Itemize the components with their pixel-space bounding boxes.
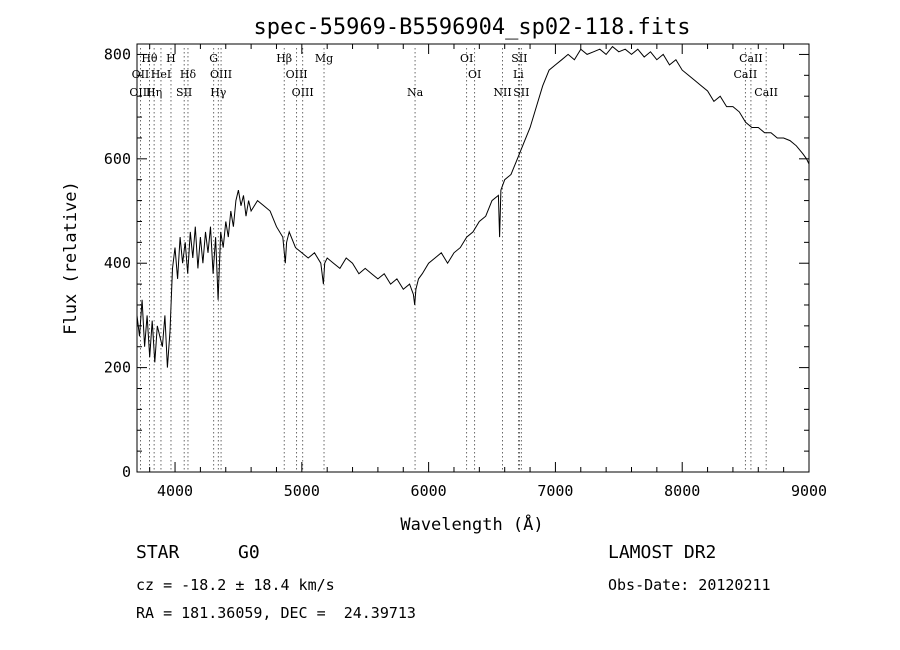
line-label: Hγ	[210, 86, 227, 99]
line-label: Hδ	[180, 68, 197, 81]
y-tick-label: 200	[104, 359, 131, 377]
line-label: SII	[511, 52, 527, 65]
line-label: Mg	[315, 52, 333, 65]
x-tick-label: 8000	[664, 482, 700, 500]
line-label: OIII	[292, 86, 314, 99]
y-tick-label: 800	[104, 45, 131, 63]
line-label: CaII	[734, 68, 758, 81]
line-label: CaII	[754, 86, 778, 99]
flux-series-line	[136, 45, 810, 368]
line-label: H	[166, 52, 176, 65]
object-class: STAR	[136, 542, 180, 563]
line-label: Hθ	[141, 52, 158, 65]
line-markers	[140, 48, 767, 472]
line-label: HeI	[151, 68, 171, 81]
line-label: Li	[513, 68, 524, 81]
x-tick-label: 4000	[157, 482, 193, 500]
x-tick-label: 7000	[537, 482, 573, 500]
y-axis-label: Flux (relative)	[61, 181, 81, 335]
chart-title: spec-55969-B5596904_sp02-118.fits	[253, 15, 690, 40]
line-label: OIII	[210, 68, 232, 81]
line-label: OIII	[129, 86, 151, 99]
x-tick-label: 9000	[791, 482, 827, 500]
line-labels: Hθ OII OIII H HeI Hη Hδ SII G OIII Hγ Hβ OIII OIII Mg N…	[129, 52, 778, 99]
line-label: G	[209, 52, 218, 65]
line-label: SII	[176, 86, 192, 99]
y-tick-label: 400	[104, 254, 131, 272]
y-tick-label: 600	[104, 150, 131, 168]
line-label: OI	[468, 68, 481, 81]
line-label: CaII	[739, 52, 763, 65]
object-subclass: G0	[238, 542, 260, 563]
observation-date: Obs-Date: 20120211	[608, 576, 771, 594]
x-axis-label: Wavelength (Å)	[400, 513, 543, 535]
line-label: Na	[407, 86, 424, 99]
x-tick-label: 6000	[411, 482, 447, 500]
y-tick-label: 0	[122, 463, 131, 481]
plot-frame	[136, 43, 810, 473]
line-label: NII	[493, 86, 511, 99]
line-label: OI	[460, 52, 473, 65]
survey-name: LAMOST DR2	[608, 542, 717, 563]
axis-ticks: 4000 5000 6000 7000 8000 9000 0 200 400 600 800	[104, 44, 827, 500]
line-label: Hβ	[276, 52, 292, 65]
line-label: Hη	[146, 86, 162, 99]
x-tick-label: 5000	[284, 482, 320, 500]
line-label: OII	[132, 68, 150, 81]
redshift-readout: cz = -18.2 ± 18.4 km/s	[136, 576, 335, 594]
line-label: OIII	[286, 68, 308, 81]
line-label: SII	[513, 86, 529, 99]
coordinates-readout: RA = 181.36059, DEC = 24.39713	[136, 604, 416, 622]
